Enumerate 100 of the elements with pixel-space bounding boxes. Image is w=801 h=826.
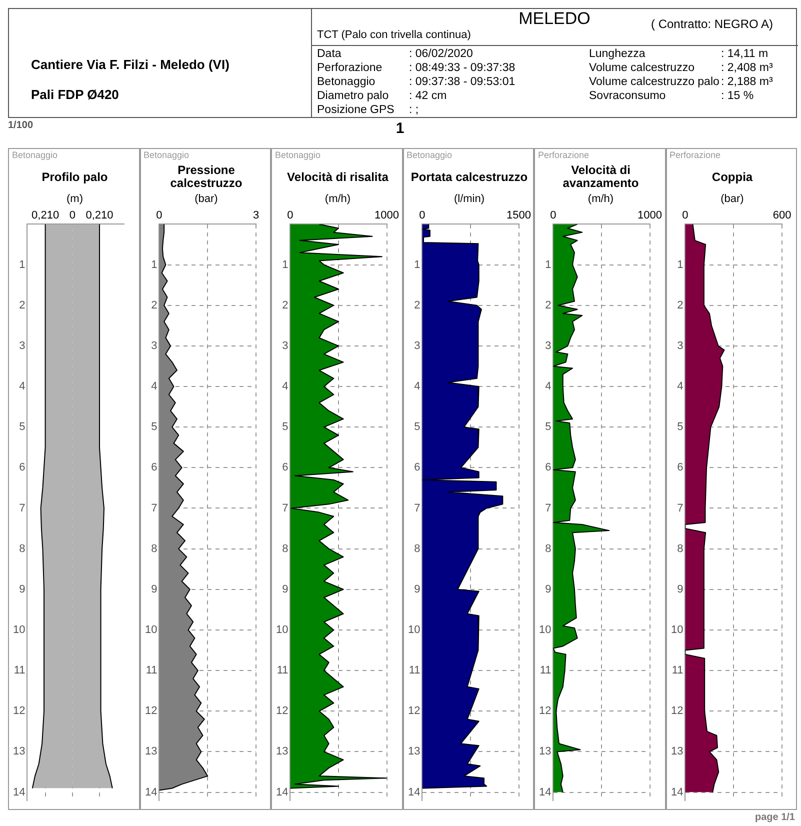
chart-title: Profilo palo <box>40 168 109 186</box>
y-tick-label: 3 <box>414 340 420 352</box>
text: Sovraconsumo <box>589 90 666 102</box>
y-tick-label: 14 <box>12 786 26 798</box>
y-tick-label: 9 <box>414 583 420 596</box>
chart-subtitle: Betonaggio <box>12 150 58 160</box>
y-tick-label: 11 <box>14 664 26 677</box>
y-tick-label: 1 <box>676 258 683 271</box>
y-tick-label: 5 <box>19 421 26 434</box>
x-axis-title: (bar) <box>720 193 745 205</box>
y-tick-label: 5 <box>676 421 683 434</box>
chart-subtitle: Betonaggio <box>144 150 190 160</box>
y-tick-label: 14 <box>538 786 552 798</box>
text: Perforazione <box>317 62 382 74</box>
x-tick-label: 0 <box>550 210 556 222</box>
text: : 09:37:38 - 09:53:01 <box>409 76 516 88</box>
text: Data <box>317 48 342 60</box>
y-tick-label: 13 <box>407 746 420 758</box>
y-tick-label: 7 <box>414 502 420 514</box>
chart-title: Velocità di avanzamento <box>562 162 640 192</box>
y-tick-label: 6 <box>282 462 288 474</box>
y-tick-label: 9 <box>19 583 26 596</box>
y-tick-label: 8 <box>19 542 26 555</box>
x-axis-title: (l/min) <box>452 193 486 205</box>
x-tick-label: 0,210 <box>86 210 114 222</box>
y-tick-label: 1 <box>545 258 552 271</box>
y-tick-label: 9 <box>545 583 552 596</box>
y-tick-label: 12 <box>670 705 683 718</box>
x-tick-label: 1500 <box>506 210 531 222</box>
y-tick-label: 2 <box>414 299 420 312</box>
y-tick-label: 5 <box>545 421 552 434</box>
x-axis-title: (m/h) <box>324 193 352 205</box>
y-tick-label: 11 <box>145 664 157 677</box>
y-tick-label: 4 <box>282 380 288 393</box>
y-tick-label: 3 <box>282 340 288 352</box>
y-tick-label: 5 <box>282 421 288 434</box>
text: Cantiere Via F. Filzi - Meledo (VI) <box>31 57 230 72</box>
y-tick-label: 8 <box>150 542 157 555</box>
y-tick-label: 8 <box>414 542 420 555</box>
y-tick-label: 4 <box>545 380 552 393</box>
y-tick-label: 3 <box>676 340 683 352</box>
y-tick-label: 12 <box>144 705 157 718</box>
text: Volume calcestruzzo palo <box>589 76 720 88</box>
y-tick-label: 11 <box>276 664 288 677</box>
y-tick-label: 1 <box>19 258 26 271</box>
y-tick-label: 4 <box>676 380 683 393</box>
x-tick-label: 0 <box>69 210 76 222</box>
y-tick-label: 6 <box>150 462 157 474</box>
y-tick-label: 13 <box>670 746 683 758</box>
text: : 08:49:33 - 09:37:38 <box>409 62 516 74</box>
text: : 15 % <box>721 90 754 102</box>
y-tick-label: 2 <box>19 299 26 312</box>
y-tick-label: 13 <box>144 746 157 758</box>
y-tick-label: 1 <box>282 258 288 271</box>
text: : ; <box>409 104 419 116</box>
y-tick-label: 5 <box>414 421 420 434</box>
y-tick-label: 2 <box>282 299 288 312</box>
x-tick-label: 0 <box>287 210 294 222</box>
x-axis-title: (bar) <box>194 193 219 205</box>
text: Volume calcestruzzo <box>589 62 694 74</box>
chart-title: Coppia <box>710 168 754 186</box>
y-tick-label: 14 <box>407 786 420 798</box>
y-tick-label: 9 <box>150 583 157 596</box>
y-tick-label: 2 <box>676 299 683 312</box>
text: 1 <box>394 120 406 137</box>
text: ( Contratto: NEGRO A) <box>651 17 774 31</box>
y-tick-label: 12 <box>12 705 26 718</box>
chart-title: Pressione calcestruzzo <box>169 162 244 192</box>
y-tick-label: 6 <box>545 462 552 474</box>
y-tick-label: 7 <box>282 502 288 514</box>
chart-subtitle: Perforazione <box>670 150 721 160</box>
y-tick-label: 7 <box>19 502 26 514</box>
text: Pali FDP Ø420 <box>31 87 119 102</box>
text: : 2,408 m³ <box>721 62 773 74</box>
y-tick-label: 2 <box>545 299 552 312</box>
y-tick-label: 14 <box>670 786 683 798</box>
y-tick-label: 14 <box>144 786 157 798</box>
chart-subtitle: Perforazione <box>538 150 590 160</box>
y-tick-label: 10 <box>144 624 157 636</box>
y-tick-label: 14 <box>276 786 288 798</box>
y-tick-label: 12 <box>407 705 420 718</box>
text: page 1/1 <box>754 812 795 823</box>
text: Betonaggio <box>317 76 376 88</box>
y-tick-label: 13 <box>538 746 552 758</box>
y-tick-label: 10 <box>538 624 552 636</box>
y-tick-label: 4 <box>150 380 157 393</box>
x-tick-label: 1000 <box>638 210 662 222</box>
chart-title: Portata calcestruzzo <box>410 168 529 186</box>
text: : 2,188 m³ <box>721 76 773 88</box>
text: 1/100 <box>8 120 34 131</box>
x-tick-label: 0,210 <box>32 210 60 222</box>
text: TCT (Palo con trivella continua) <box>317 29 471 41</box>
y-tick-label: 10 <box>276 624 288 636</box>
text: Lunghezza <box>589 48 646 60</box>
x-tick-label: 0 <box>156 210 162 222</box>
y-tick-label: 6 <box>414 462 420 474</box>
text: : 06/02/2020 <box>409 48 473 60</box>
y-tick-label: 2 <box>150 299 157 312</box>
y-tick-label: 5 <box>150 421 157 434</box>
y-tick-label: 3 <box>19 340 26 352</box>
